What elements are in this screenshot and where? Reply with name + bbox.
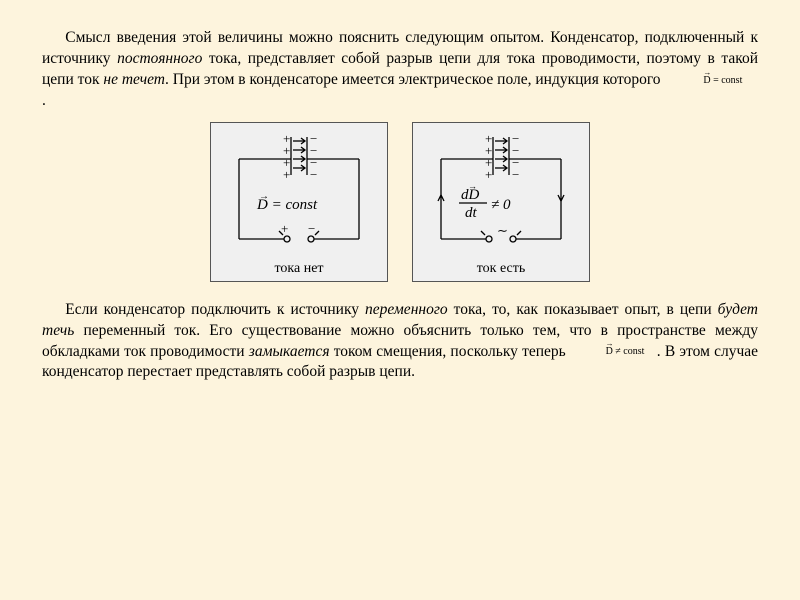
- diagram-right: + + + + − − − − → dD dt ≠ 0 ∼ ток есть: [412, 122, 590, 282]
- svg-text:+: +: [281, 221, 288, 236]
- caption-left: тока нет: [219, 261, 379, 277]
- p1-italic-1: постоянного: [117, 50, 202, 67]
- diagram-left: + + + + − − − − → D = const + − тока нет: [210, 122, 388, 282]
- p2-formula: →D ≠ const: [578, 345, 648, 359]
- svg-text:dD: dD: [461, 187, 480, 203]
- p2-text-4: током смещения, поскольку теперь: [330, 343, 570, 360]
- circuit-left-svg: + + + + − − − − → D = const + −: [219, 129, 379, 259]
- p2-italic-1: переменного: [365, 301, 448, 318]
- svg-text:∼: ∼: [497, 223, 508, 238]
- svg-text:dt: dt: [465, 205, 478, 221]
- p2-text-2: тока, то, как показывает опыт, в цепи: [448, 301, 718, 318]
- circuit-right-svg: + + + + − − − − → dD dt ≠ 0 ∼: [421, 129, 581, 259]
- svg-text:−: −: [512, 167, 519, 182]
- svg-text:+: +: [485, 167, 492, 182]
- p2-text-1: Если конденсатор подключить к источнику: [65, 301, 365, 318]
- paragraph-2: Если конденсатор подключить к источнику …: [42, 300, 758, 384]
- p2-italic-3: замыкается: [249, 343, 330, 360]
- p1-text-4: .: [42, 92, 46, 109]
- p1-text-3: . При этом в конденсаторе имеется электр…: [165, 71, 664, 88]
- p1-formula: →D = const: [676, 74, 746, 88]
- svg-text:+: +: [283, 167, 290, 182]
- svg-text:−: −: [308, 221, 315, 236]
- caption-right: ток есть: [421, 261, 581, 277]
- svg-text:−: −: [310, 167, 317, 182]
- svg-text:≠ 0: ≠ 0: [491, 197, 511, 213]
- slide-page: Смысл введения этой величины можно поясн…: [0, 0, 800, 383]
- svg-text:D = const: D = const: [256, 197, 318, 213]
- paragraph-1: Смысл введения этой величины можно поясн…: [42, 28, 758, 112]
- p1-italic-2: не течет: [103, 71, 165, 88]
- diagrams-row: + + + + − − − − → D = const + − тока нет: [42, 122, 758, 282]
